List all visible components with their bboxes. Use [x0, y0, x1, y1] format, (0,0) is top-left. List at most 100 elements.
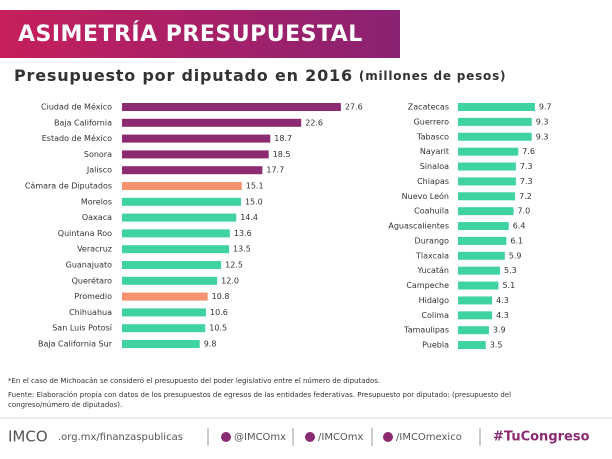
category-label: Jalisco [86, 166, 112, 175]
category-label: Hidalgo [419, 296, 450, 305]
youtube-icon [383, 432, 393, 442]
value-label: 5.3 [504, 266, 517, 275]
title: ASIMETRÍA PRESUPUESTAL [18, 21, 363, 47]
bar [122, 166, 263, 175]
category-label: Cámara de Diputados [25, 182, 112, 191]
value-label: 27.6 [345, 103, 363, 112]
category-label: Coahuila [414, 207, 449, 216]
bar [122, 150, 269, 159]
bar [458, 311, 493, 320]
category-label: Querétaro [72, 275, 112, 285]
footer-hashtag[interactable]: #TuCongreso [493, 430, 590, 445]
category-label: Durango [415, 236, 450, 245]
bar [458, 326, 489, 335]
bar [122, 276, 218, 285]
subtitle-main: Presupuesto por diputado en 2016 [14, 66, 353, 85]
value-label: 18.7 [274, 134, 292, 143]
category-label: Chihuahua [69, 308, 112, 317]
bar [458, 207, 514, 216]
footer-logo: IMCO [8, 428, 48, 446]
category-label: Guanajuato [66, 261, 112, 270]
value-label: 5.1 [502, 281, 515, 290]
category-label: Nayarit [420, 147, 449, 156]
bar [458, 251, 505, 260]
value-label: 4.3 [496, 311, 509, 320]
category-label: Quintana Roo [58, 229, 112, 238]
note: congreso/número de diputados). [8, 401, 122, 409]
bar [122, 197, 241, 206]
bar [458, 162, 516, 171]
subtitle: Presupuesto por diputado en 2016 (millone… [14, 66, 506, 85]
value-label: 17.7 [266, 166, 284, 175]
category-label: Nuevo León [402, 191, 449, 201]
value-label: 10.5 [209, 324, 227, 333]
footer-twitter[interactable]: @IMCOmx [234, 432, 286, 443]
value-label: 12.0 [221, 276, 239, 285]
bar [458, 103, 535, 111]
facebook-icon [305, 432, 315, 442]
footer-facebook[interactable]: /IMCOmx [318, 432, 364, 443]
value-label: 22.6 [305, 118, 323, 127]
value-label: 13.5 [233, 245, 251, 254]
value-label: 7.0 [518, 207, 531, 216]
footer-site[interactable]: .org.mx/finanzaspublicas [58, 432, 183, 443]
bar [122, 245, 230, 254]
footer-youtube[interactable]: /IMCOmexico [396, 432, 462, 443]
value-label: 9.3 [536, 132, 549, 141]
bar [458, 236, 507, 245]
category-label: Tabasco [416, 132, 449, 141]
value-label: 13.6 [234, 229, 252, 238]
note: *En el caso de Michoacán se consideró el… [8, 377, 380, 385]
bar [122, 103, 341, 111]
value-label: 15.0 [245, 197, 263, 206]
value-label: 12.5 [225, 261, 243, 270]
value-label: 9.7 [539, 103, 552, 112]
bar [122, 261, 222, 269]
value-label: 3.5 [490, 341, 503, 350]
category-label: Baja California Sur [38, 340, 113, 349]
category-label: Chiapas [417, 177, 449, 186]
value-label: 7.2 [519, 192, 532, 201]
category-label: Tamaulipas [403, 326, 449, 335]
bar [122, 324, 206, 333]
category-label: Baja California [54, 118, 112, 127]
note: Fuente: Elaboración propia con datos de … [8, 391, 511, 399]
value-label: 10.6 [210, 308, 228, 317]
bar [122, 229, 230, 238]
category-label: San Luis Potosí [52, 324, 113, 333]
value-label: 15.1 [246, 182, 264, 191]
category-label: Colima [421, 311, 449, 320]
category-label: Promedio [74, 292, 112, 301]
bar [458, 266, 501, 275]
title-banner [0, 10, 400, 58]
bar [122, 340, 200, 348]
value-label: 7.3 [520, 162, 533, 171]
category-label: Tlaxcala [415, 251, 449, 260]
bar [122, 118, 302, 127]
category-label: Morelos [81, 197, 112, 206]
bar [122, 292, 208, 301]
category-label: Zacatecas [408, 103, 449, 112]
category-label: Guerrero [414, 117, 449, 126]
category-label: Puebla [422, 341, 449, 350]
bar [458, 341, 486, 350]
category-label: Sonora [84, 150, 112, 159]
category-label: Campeche [406, 281, 449, 290]
value-label: 18.5 [273, 150, 291, 159]
value-label: 6.4 [513, 222, 526, 231]
bar [458, 296, 493, 305]
category-label: Yucatán [417, 266, 449, 275]
value-label: 5.9 [509, 251, 522, 260]
value-label: 7.6 [522, 147, 535, 156]
bar [458, 177, 516, 186]
twitter-icon [221, 432, 231, 442]
bar [458, 222, 509, 231]
subtitle-unit: (millones de pesos) [359, 69, 506, 83]
bar [122, 213, 237, 222]
bar [122, 134, 271, 143]
bar [458, 281, 499, 290]
bar [122, 308, 207, 317]
value-label: 3.9 [493, 326, 506, 335]
bar [458, 117, 532, 126]
